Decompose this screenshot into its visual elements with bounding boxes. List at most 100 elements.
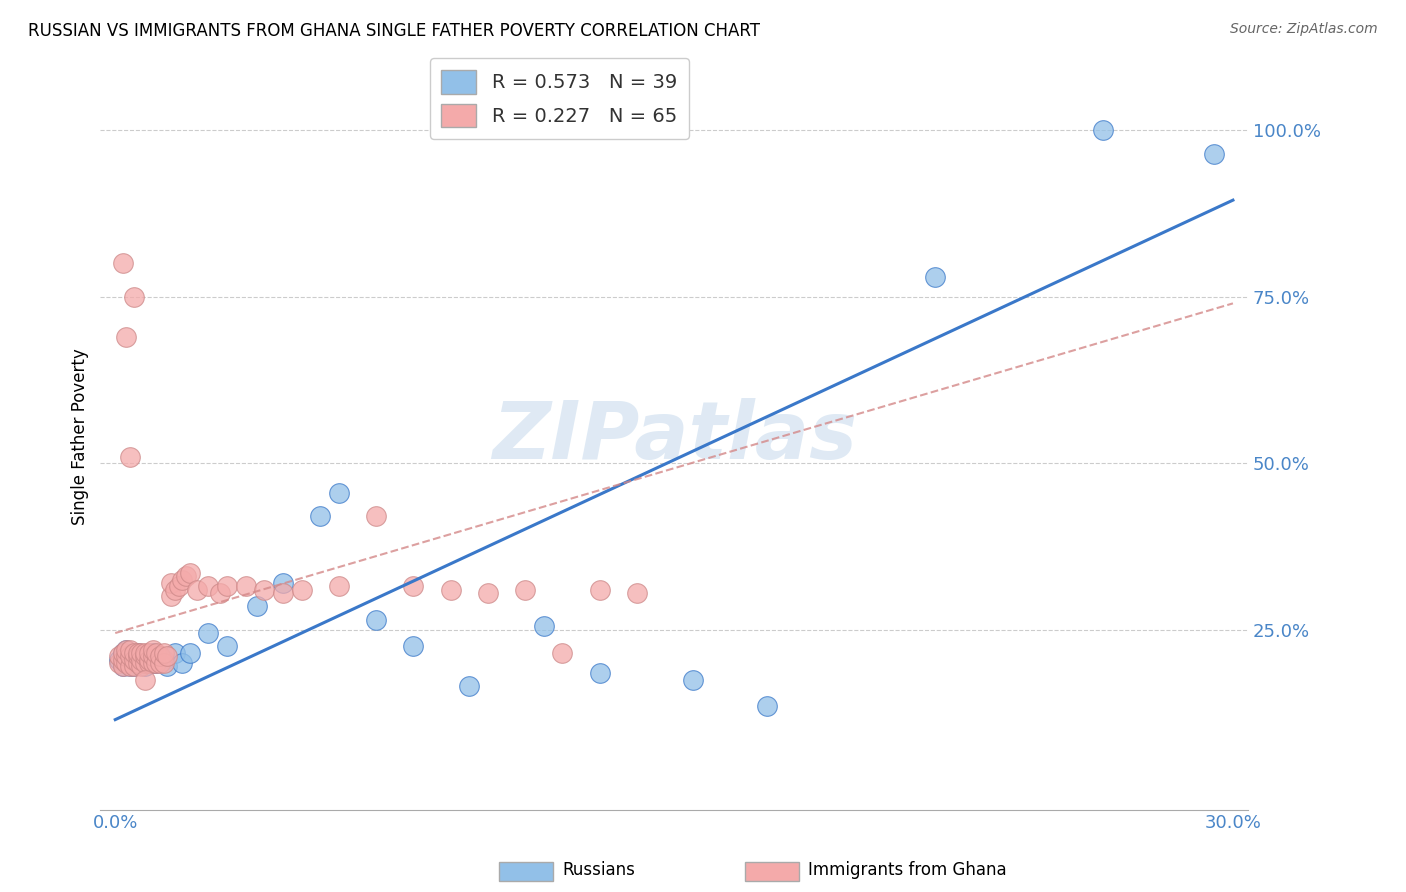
Text: Immigrants from Ghana: Immigrants from Ghana: [808, 861, 1007, 879]
Point: [533, 619, 555, 633]
Point: [179, 566, 201, 580]
Point: [271, 576, 294, 591]
Point: [163, 582, 186, 597]
Point: [152, 656, 174, 670]
Point: [115, 656, 138, 670]
Point: [439, 582, 461, 597]
Point: [328, 579, 350, 593]
Point: [152, 653, 174, 667]
Point: [197, 579, 219, 593]
Point: [131, 646, 153, 660]
Point: [152, 646, 174, 660]
Point: [122, 659, 145, 673]
Text: Russians: Russians: [562, 861, 636, 879]
Point: [138, 646, 160, 660]
Point: [134, 649, 156, 664]
Point: [402, 640, 425, 654]
Point: [145, 646, 167, 660]
Point: [120, 659, 142, 673]
Point: [120, 642, 142, 657]
Point: [111, 646, 134, 660]
Point: [141, 642, 163, 657]
Point: [122, 290, 145, 304]
Point: [120, 659, 142, 673]
Point: [134, 646, 156, 660]
Point: [364, 613, 387, 627]
Point: [364, 509, 387, 524]
Point: [108, 653, 131, 667]
Point: [149, 656, 172, 670]
Point: [138, 653, 160, 667]
Point: [141, 646, 163, 660]
Point: [402, 579, 425, 593]
Point: [115, 656, 138, 670]
Point: [309, 509, 332, 524]
Point: [551, 646, 574, 660]
Point: [1204, 146, 1226, 161]
Text: RUSSIAN VS IMMIGRANTS FROM GHANA SINGLE FATHER POVERTY CORRELATION CHART: RUSSIAN VS IMMIGRANTS FROM GHANA SINGLE …: [28, 22, 761, 40]
Point: [756, 699, 779, 714]
Point: [115, 642, 138, 657]
Point: [115, 329, 138, 343]
Point: [138, 653, 160, 667]
Point: [253, 582, 276, 597]
Point: [111, 256, 134, 270]
Text: ZIPatlas: ZIPatlas: [492, 398, 856, 475]
Point: [588, 665, 610, 680]
Point: [179, 646, 201, 660]
Point: [108, 656, 131, 670]
Point: [290, 582, 312, 597]
Point: [131, 653, 153, 667]
Point: [477, 586, 499, 600]
Point: [120, 450, 142, 464]
Point: [235, 579, 257, 593]
Point: [167, 579, 190, 593]
Point: [141, 649, 163, 664]
Point: [120, 649, 142, 664]
Point: [149, 649, 172, 664]
Point: [145, 656, 167, 670]
Point: [246, 599, 269, 614]
Point: [156, 659, 179, 673]
Y-axis label: Single Father Poverty: Single Father Poverty: [72, 348, 89, 525]
Point: [111, 659, 134, 673]
Point: [138, 656, 160, 670]
Point: [111, 653, 134, 667]
Point: [134, 673, 156, 687]
Point: [111, 646, 134, 660]
Point: [215, 640, 238, 654]
Point: [1091, 123, 1114, 137]
Point: [197, 626, 219, 640]
Point: [626, 586, 648, 600]
Point: [122, 646, 145, 660]
Point: [131, 653, 153, 667]
Point: [115, 649, 138, 664]
Point: [127, 649, 149, 664]
Point: [271, 586, 294, 600]
Point: [172, 573, 194, 587]
Point: [111, 659, 134, 673]
Point: [156, 649, 179, 664]
Point: [208, 586, 231, 600]
Point: [122, 659, 145, 673]
Point: [186, 582, 208, 597]
Point: [108, 649, 131, 664]
Point: [131, 659, 153, 673]
Point: [588, 582, 610, 597]
Point: [513, 582, 536, 597]
Point: [149, 649, 172, 664]
Point: [127, 646, 149, 660]
Text: Source: ZipAtlas.com: Source: ZipAtlas.com: [1230, 22, 1378, 37]
Point: [172, 656, 194, 670]
Point: [134, 656, 156, 670]
Point: [328, 486, 350, 500]
Point: [141, 656, 163, 670]
Point: [682, 673, 704, 687]
Point: [160, 576, 183, 591]
Point: [115, 642, 138, 657]
Point: [458, 679, 481, 693]
Point: [141, 656, 163, 670]
Point: [215, 579, 238, 593]
Point: [924, 269, 946, 284]
Point: [122, 653, 145, 667]
